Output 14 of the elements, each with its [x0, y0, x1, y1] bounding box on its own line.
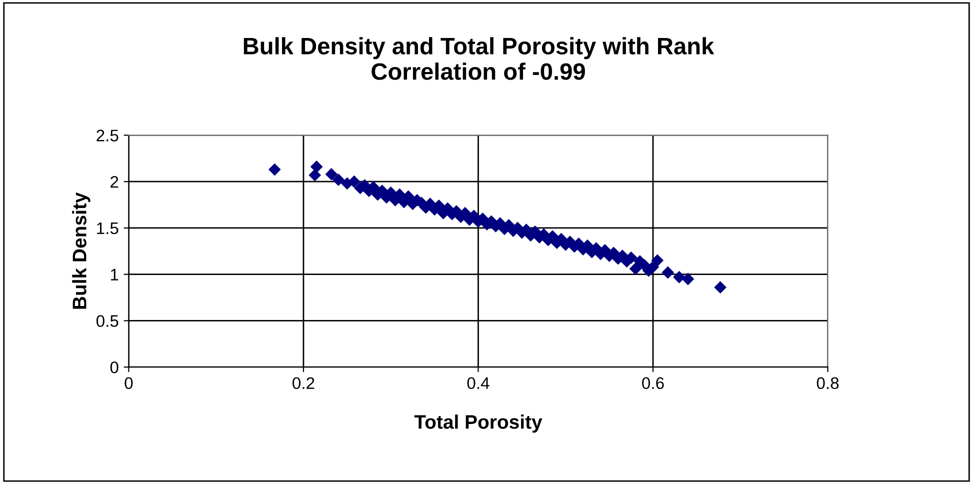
x-tick-label: 0.6 — [642, 377, 664, 390]
x-tick-label: 0.8 — [816, 377, 839, 390]
chart-title: Bulk Density and Total Porosity with Rank Correlation of -0.99 — [244, 37, 714, 80]
x-tick-label: 0 — [124, 377, 133, 390]
y-tick-label: 1 — [110, 268, 118, 280]
y-axis-title: Bulk Density — [72, 192, 90, 309]
y-tick-label: 0 — [110, 361, 118, 374]
y-tick-label: 0.5 — [96, 315, 118, 327]
x-tick-label: 0.4 — [467, 377, 490, 390]
x-tick-label: 0.2 — [292, 377, 314, 390]
y-tick-label: 2.5 — [96, 130, 118, 142]
x-axis-title: Total Porosity — [414, 414, 542, 433]
y-tick-label: 1.5 — [97, 222, 118, 234]
y-tick-label: 2 — [110, 176, 118, 188]
